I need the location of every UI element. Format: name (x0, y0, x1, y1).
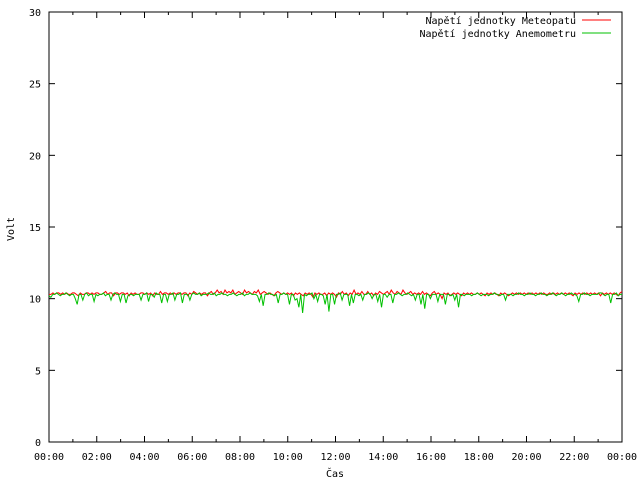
y-tick-label: 5 (35, 366, 41, 377)
y-tick-label: 20 (29, 151, 41, 162)
y-tick-label: 0 (35, 438, 41, 449)
x-tick-label: 02:00 (82, 452, 112, 463)
x-tick-label: 16:00 (416, 452, 446, 463)
x-tick-label: 00:00 (34, 452, 64, 463)
x-tick-label: 14:00 (368, 452, 398, 463)
y-tick-label: 30 (29, 8, 41, 19)
x-axis-label: Čas (326, 467, 344, 480)
legend-label-meteopat: Napětí jednotky Meteopatu (425, 15, 576, 27)
x-tick-label: 00:00 (607, 452, 637, 463)
series-line-anemometr (48, 292, 622, 314)
x-tick-label: 10:00 (273, 452, 303, 463)
x-axis: 00:00 02:00 04:00 06:00 08:00 10:00 12:00 14:00… (34, 12, 637, 463)
y-tick-label: 25 (29, 80, 41, 91)
legend: Napětí jednotky Meteopatu Napětí jednotk… (419, 15, 611, 40)
x-tick-label: 04:00 (129, 452, 159, 463)
legend-label-anemometr: Napětí jednotky Anemometru (419, 28, 576, 40)
y-axis: 0 5 10 15 20 25 30 (29, 8, 622, 449)
y-axis-label: Volt (6, 217, 17, 241)
x-tick-label: 22:00 (559, 452, 589, 463)
x-tick-label: 12:00 (320, 452, 350, 463)
y-tick-label: 10 (29, 295, 41, 306)
plot-frame (48, 11, 623, 443)
x-tick-label: 18:00 (464, 452, 494, 463)
series-lines (48, 288, 623, 314)
x-tick-label: 20:00 (511, 452, 541, 463)
x-tick-label: 08:00 (225, 452, 255, 463)
x-tick-label: 06:00 (177, 452, 207, 463)
y-tick-label: 15 (29, 223, 41, 234)
